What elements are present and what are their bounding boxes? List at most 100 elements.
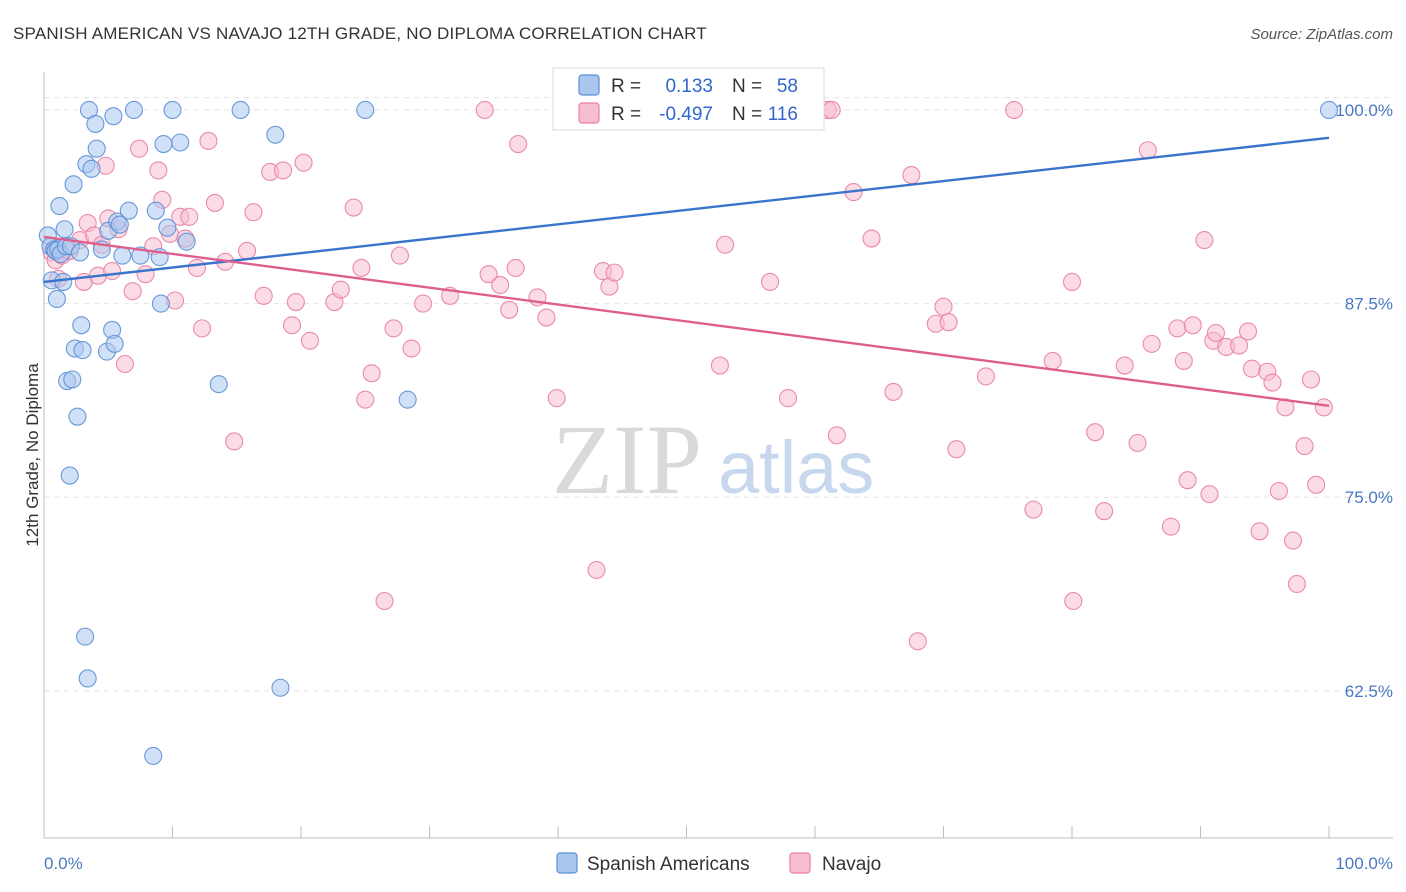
series-legend-label-spanish: Spanish Americans <box>587 854 750 875</box>
navajo-point <box>199 131 218 151</box>
navajo-point <box>294 153 313 172</box>
navajo-point <box>130 139 149 158</box>
navajo-point <box>1115 356 1134 375</box>
spanish-american-point <box>231 100 250 120</box>
legend-r-label-1: R = <box>611 76 641 97</box>
spanish-american-point <box>266 125 285 144</box>
y-tick-label: 87.5% <box>1345 295 1393 314</box>
spanish-american-point <box>356 100 375 120</box>
navajo-point <box>1200 485 1219 504</box>
gridlines <box>44 97 1393 692</box>
watermark-atlas: atlas <box>718 426 874 509</box>
navajo-point <box>537 308 556 327</box>
spanish-american-point <box>146 201 165 220</box>
spanish-american-point <box>151 294 170 313</box>
spanish-american-point <box>163 100 182 120</box>
x-tick-label-right: 100.0% <box>1335 854 1393 873</box>
navajo-point <box>715 235 735 254</box>
spanish-american-point <box>177 232 196 251</box>
navajo-point <box>479 265 498 284</box>
navajo-point <box>149 161 168 180</box>
series-legend-label-navajo: Navajo <box>822 854 881 875</box>
chart-source: Source: ZipAtlas.com <box>1250 26 1393 43</box>
navajo-point <box>1005 100 1024 120</box>
navajo-point <box>286 293 305 312</box>
navajo-point <box>1161 517 1180 536</box>
navajo-point <box>547 389 566 408</box>
navajo-point <box>1086 423 1105 442</box>
spanish-american-point <box>271 678 290 697</box>
spanish-american-point <box>64 175 83 194</box>
navajo-point <box>605 263 624 282</box>
navajo-point <box>822 100 841 120</box>
series-legend-swatch-spanish <box>556 852 578 874</box>
navajo-point <box>352 258 371 278</box>
spanish-american-point <box>119 201 138 220</box>
navajo-point <box>1183 316 1202 335</box>
navajo-point <box>1263 373 1282 392</box>
legend-r-value-2: -0.497 <box>659 104 713 125</box>
navajo-point <box>908 632 927 651</box>
navajo-point <box>1250 522 1269 541</box>
series-legend: Spanish Americans Navajo <box>556 852 881 875</box>
navajo-trend-line <box>43 235 1330 408</box>
spanish-american-point <box>70 243 90 262</box>
navajo-point <box>1062 272 1082 291</box>
navajo-point <box>1024 500 1043 519</box>
spanish-american-point <box>78 669 97 688</box>
watermark: ZIP atlas <box>552 404 874 515</box>
spanish-american-point <box>63 370 82 389</box>
navajo-point <box>1314 398 1333 417</box>
spanish-american-point <box>144 746 163 765</box>
navajo-point <box>1230 336 1249 355</box>
navajo-point <box>1307 475 1326 494</box>
navajo-point <box>225 432 244 451</box>
navajo-point <box>1295 437 1314 456</box>
navajo-point <box>506 258 525 278</box>
stats-legend-swatch-spanish <box>578 74 600 96</box>
navajo-point <box>300 331 320 350</box>
spanish-american-point <box>76 627 95 646</box>
legend-r-value-1: 0.133 <box>665 76 713 97</box>
y-tick-labels: 100.0% 87.5% 75.0% 62.5% <box>1335 101 1393 701</box>
navajo-point <box>1242 359 1261 378</box>
spanish-american-point <box>82 159 101 178</box>
navajo-point <box>1206 323 1225 343</box>
navajo-point <box>344 198 363 217</box>
spanish-american-point <box>54 272 73 291</box>
spanish-american-point <box>124 100 143 120</box>
navajo-point <box>939 313 958 332</box>
navajo-point <box>1174 351 1193 370</box>
navajo-point <box>414 294 433 313</box>
navajo-point <box>475 100 494 120</box>
legend-n-label-2: N = <box>732 104 762 125</box>
navajo-point <box>244 203 263 222</box>
spanish-american-point <box>110 215 129 234</box>
navajo-point <box>180 207 199 226</box>
navajo-point <box>500 300 519 319</box>
y-axis-label: 12th Grade, No Diploma <box>23 363 42 547</box>
navajo-point <box>934 297 953 316</box>
navajo-point <box>491 275 510 295</box>
spanish-american-point <box>60 466 79 485</box>
navajo-point <box>237 241 257 260</box>
navajo-point <box>509 135 528 154</box>
spanish-american-point <box>73 341 92 360</box>
navajo-point <box>1178 471 1197 490</box>
navajo-point <box>273 161 293 180</box>
watermark-zip: ZIP <box>552 404 702 515</box>
navajo-point <box>1301 370 1321 389</box>
spanish-american-point <box>171 133 190 152</box>
navajo-point <box>1168 319 1187 338</box>
navajo-point <box>1276 398 1295 417</box>
spanish-american-point <box>104 107 123 126</box>
navajo-point <box>778 389 798 408</box>
stats-legend-swatch-navajo <box>578 102 600 124</box>
navajo-point <box>1142 334 1161 353</box>
legend-n-value-1: 58 <box>777 76 798 97</box>
navajo-point <box>362 364 381 383</box>
navajo-point <box>402 339 421 358</box>
spanish-american-point <box>209 375 228 394</box>
navajo-point <box>136 265 155 284</box>
